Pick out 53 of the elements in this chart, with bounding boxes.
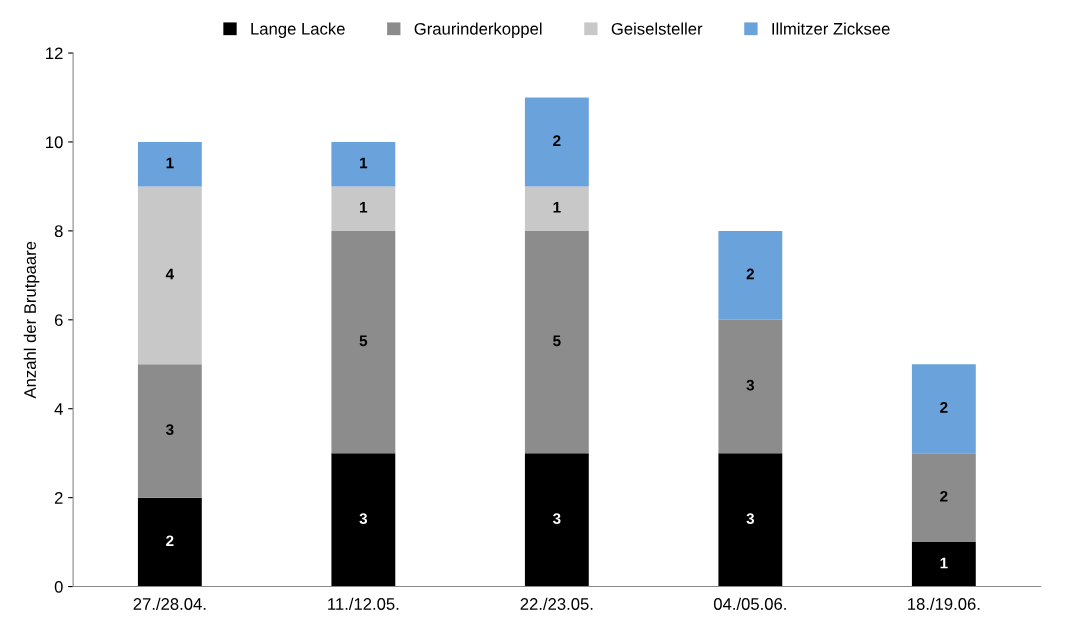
data-label: 1 xyxy=(553,202,561,213)
y-axis-title: Anzahl der Brutpaare xyxy=(23,241,40,399)
data-label: 3 xyxy=(359,513,368,524)
bar xyxy=(718,319,783,454)
bar xyxy=(524,453,589,587)
bar xyxy=(137,364,202,498)
y-tick-label: 6 xyxy=(54,314,63,326)
data-label: 5 xyxy=(553,335,561,347)
bar xyxy=(911,542,976,587)
data-label: 3 xyxy=(165,424,174,436)
data-label: 1 xyxy=(166,157,174,169)
data-label: 2 xyxy=(940,490,948,502)
data-label: 2 xyxy=(746,268,754,280)
y-tick-label: 4 xyxy=(54,403,63,415)
y-tick-label: 0 xyxy=(54,580,63,593)
bar xyxy=(524,97,589,187)
data-label: 1 xyxy=(940,557,948,569)
x-tick-label: 18./19.06. xyxy=(908,597,980,610)
data-label: 2 xyxy=(940,402,948,413)
data-label: 3 xyxy=(552,513,561,524)
legend-label: Graurinderkoppel xyxy=(414,22,542,39)
legend-label: Illmitzer Zicksee xyxy=(772,22,890,35)
data-label: 2 xyxy=(166,535,174,547)
data-label: 3 xyxy=(746,379,755,391)
bar xyxy=(524,230,589,454)
bar xyxy=(137,141,202,187)
data-label: 2 xyxy=(553,135,561,146)
bar xyxy=(718,230,783,320)
data-label: 1 xyxy=(360,157,368,169)
legend-label: Lange Lacke xyxy=(251,22,345,39)
bar xyxy=(524,186,589,231)
bar xyxy=(331,141,396,187)
bar xyxy=(911,453,976,543)
x-tick-label: 04./05.06. xyxy=(713,597,786,610)
bar xyxy=(718,453,783,587)
x-tick-label: 22./23.05. xyxy=(520,597,593,610)
y-tick-label: 10 xyxy=(46,136,63,149)
data-label: 3 xyxy=(746,513,755,524)
legend-label: Geiselsteller xyxy=(611,22,703,35)
bar xyxy=(331,453,396,587)
bar xyxy=(137,186,202,365)
data-label: 4 xyxy=(165,268,175,280)
x-tick-label: 11./12.05. xyxy=(328,597,399,610)
bar xyxy=(331,230,396,454)
y-tick-label: 2 xyxy=(54,492,63,504)
x-tick-label: 27./28.04. xyxy=(133,597,206,610)
data-label: 5 xyxy=(359,335,368,347)
y-tick-label: 8 xyxy=(54,225,63,238)
bar xyxy=(137,497,202,587)
data-label: 1 xyxy=(360,202,368,213)
bar xyxy=(911,364,976,454)
y-tick-label: 12 xyxy=(46,47,63,60)
bar xyxy=(331,186,396,231)
